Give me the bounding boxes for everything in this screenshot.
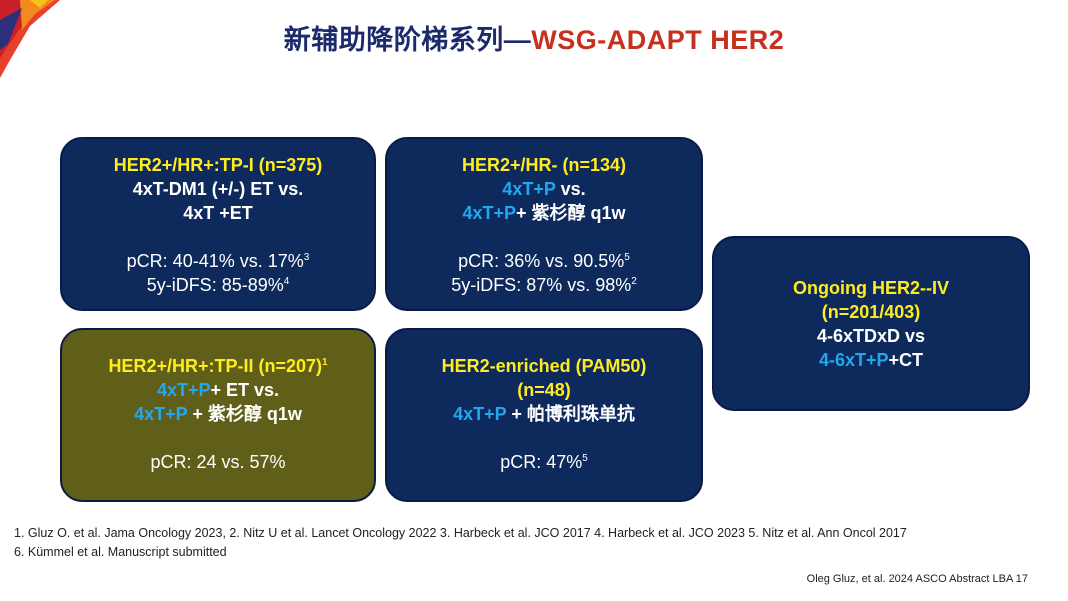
title-her2: HER2 — [710, 25, 785, 55]
card1-regimen-b: 4xT +ET — [183, 203, 253, 223]
title-chinese: 新辅助降阶梯系列 — [283, 25, 504, 55]
reference-line-1: 1. Gluz O. et al. Jama Oncology 2023, 2.… — [14, 526, 907, 540]
reference-line-2: 6. Kümmel et al. Manuscript submitted — [14, 545, 227, 559]
source-note: Oleg Gluz, et al. 2024 ASCO Abstract LBA… — [806, 573, 1028, 585]
card4-pcr: pCR: 47%5 — [500, 452, 588, 472]
card-her2-hr-pos-tp1: HER2+/HR+:TP-I (n=375) 4xT-DM1 (+/-) ET … — [60, 137, 376, 311]
card1-heading: HER2+/HR+:TP-I (n=375) — [113, 155, 323, 175]
card4-n: (n=48) — [517, 380, 571, 400]
card3-regimen-b: 4xT+P + 紫杉醇 q1w — [134, 404, 302, 424]
card5-regimen-a: 4-6xTDxD vs — [816, 326, 926, 346]
card2-regimen-a: 4xT+P vs. — [502, 179, 586, 199]
card4-regimen: 4xT+P + 帕博利珠单抗 — [453, 404, 635, 424]
card2-heading: HER2+/HR- (n=134) — [461, 155, 627, 175]
card5-regimen-b: 4-6xT+P+CT — [818, 350, 924, 370]
title-wsg: WSG-ADAPT — [531, 25, 703, 55]
card4-heading: HER2-enriched (PAM50) — [441, 356, 647, 376]
card-her2-hr-neg: HER2+/HR- (n=134) 4xT+P vs. 4xT+P+ 紫杉醇 q… — [385, 137, 703, 311]
card3-pcr: pCR: 24 vs. 57% — [150, 452, 286, 472]
card1-pcr: pCR: 40-41% vs. 17%3 — [126, 251, 310, 271]
card-ongoing-her2-iv: Ongoing HER2--IV (n=201/403) 4-6xTDxD vs… — [712, 236, 1030, 411]
title-dash: — — [503, 25, 532, 55]
references: 1. Gluz O. et al. Jama Oncology 2023, 2.… — [14, 524, 907, 562]
card2-idfs: 5y-iDFS: 87% vs. 98%2 — [451, 275, 637, 295]
card1-idfs: 5y-iDFS: 85-89%4 — [146, 275, 290, 295]
card-her2-hr-pos-tp2: HER2+/HR+:TP-II (n=207)1 4xT+P+ ET vs. 4… — [60, 328, 376, 502]
page-title: 新辅助降阶梯系列—WSG-ADAPT HER2 — [0, 18, 1068, 57]
card3-heading: HER2+/HR+:TP-II (n=207)1 — [108, 356, 328, 376]
card5-n: (n=201/403) — [821, 302, 921, 322]
decorative-brush-stroke-icon — [0, 0, 60, 78]
card2-regimen-b: 4xT+P+ 紫杉醇 q1w — [462, 203, 626, 223]
card-her2-enriched: HER2-enriched (PAM50) (n=48) 4xT+P + 帕博利… — [385, 328, 703, 502]
card3-regimen-a: 4xT+P+ ET vs. — [156, 380, 280, 400]
card1-regimen-a: 4xT-DM1 (+/-) ET vs. — [132, 179, 304, 199]
card5-heading: Ongoing HER2--IV — [793, 278, 949, 298]
card2-pcr: pCR: 36% vs. 90.5%5 — [458, 251, 630, 271]
